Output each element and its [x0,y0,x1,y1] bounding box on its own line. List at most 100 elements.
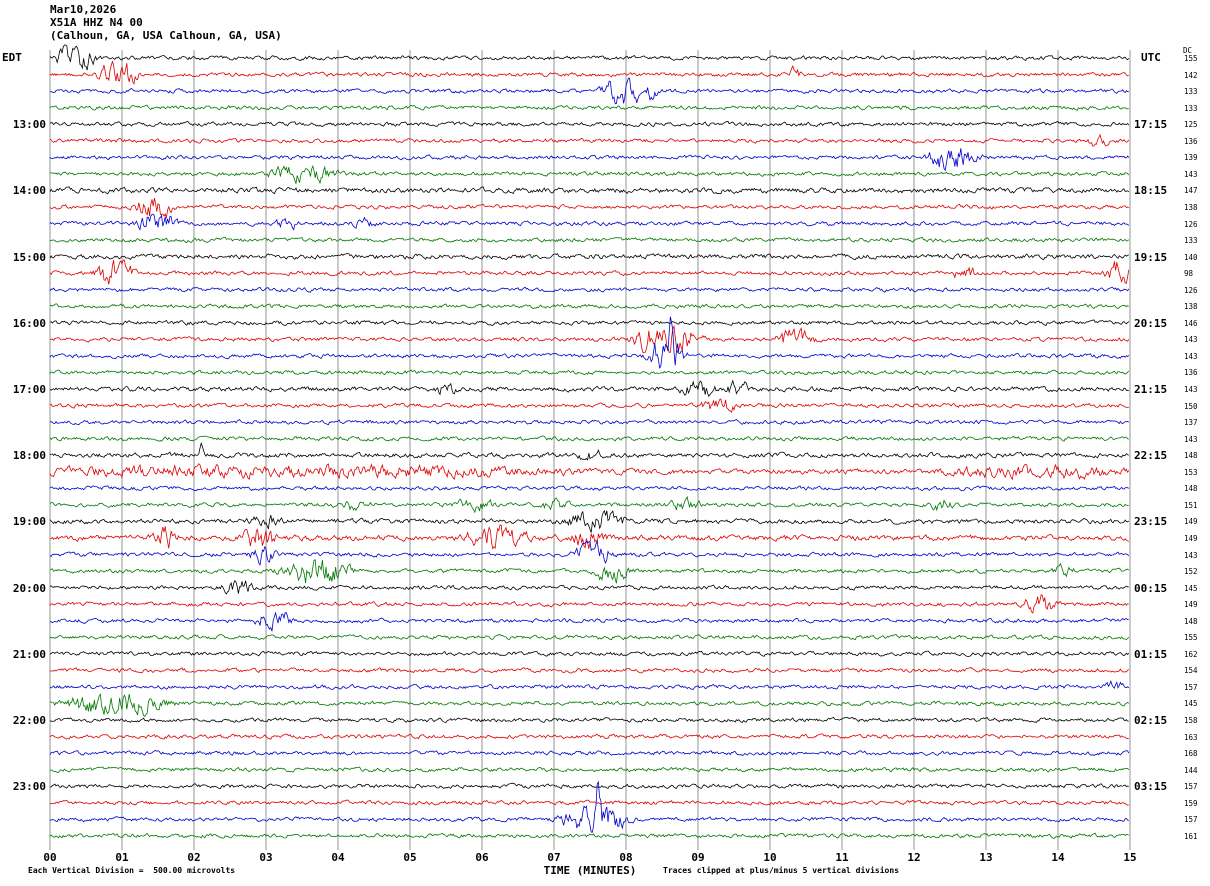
dc-value-row-38: 157 [1184,682,1198,692]
seismogram-trace-row-34 [49,611,1129,632]
title-block: Mar10,2026 X51A HHZ N4 00 (Calhoun, GA, … [50,3,282,42]
seismogram-trace-row-18 [49,316,1130,369]
seismogram-trace-row-23 [49,435,1129,442]
x-tick-label-09: 09 [691,851,705,864]
seismogram-trace-row-16 [49,319,1130,327]
seismogram-trace-row-13 [49,259,1130,285]
x-tick-label-01: 01 [115,851,129,864]
dc-value-row-21: 150 [1184,401,1198,411]
dc-value-row-43: 144 [1184,765,1198,775]
seismogram-trace-row-1 [49,60,1129,86]
dc-value-row-1: 142 [1184,70,1198,80]
seismogram-trace-row-21 [49,398,1129,414]
dc-value-row-25: 153 [1184,467,1198,477]
dc-value-row-40: 158 [1184,716,1198,725]
right-timezone-label: UTC [1141,51,1161,64]
dc-value-row-5: 136 [1184,136,1198,146]
dc-value-row-29: 149 [1184,533,1198,543]
right-hour-label-2015: 20:15 [1134,316,1168,330]
x-tick-label-03: 03 [259,851,273,864]
x-tick-label-12: 12 [907,851,921,864]
x-tick-label-14: 14 [1051,851,1065,864]
seismogram-trace-row-11 [49,236,1130,243]
dc-value-row-36: 162 [1184,649,1198,659]
seismogram-trace-row-40 [49,716,1129,723]
dc-value-row-44: 157 [1184,782,1198,792]
x-tick-label-08: 08 [619,851,633,864]
x-tick-label-10: 10 [763,851,777,864]
dc-value-row-27: 151 [1184,500,1198,510]
right-hour-label-0215: 02:15 [1134,714,1168,727]
seismogram-trace-row-5 [49,133,1130,147]
dc-value-row-45: 159 [1184,798,1198,808]
dc-value-row-2: 133 [1184,87,1198,97]
seismogram-trace-row-36 [49,650,1130,657]
dc-value-row-17: 143 [1184,335,1198,345]
seismogram-trace-row-35 [49,634,1130,641]
dc-value-row-14: 126 [1184,285,1198,295]
seismogram-trace-row-0 [49,44,1130,71]
dc-value-row-35: 155 [1184,633,1198,643]
dc-value-row-13: 98 [1184,269,1194,279]
dc-value-row-34: 148 [1184,616,1198,626]
x-tick-label-11: 11 [835,851,849,864]
right-hour-label-2215: 22:15 [1134,449,1168,463]
seismogram-trace-row-14 [49,286,1130,293]
dc-value-row-15: 138 [1184,302,1198,312]
left-hour-label-1600: 16:00 [12,316,46,330]
title-date: Mar10,2026 [50,3,117,16]
x-tick-label-04: 04 [331,851,345,864]
x-tick-label-02: 02 [187,851,201,864]
seismogram-trace-row-6 [49,148,1130,172]
seismogram-trace-row-43 [49,766,1130,773]
dc-column-header: DC [1183,46,1193,55]
title-location: (Calhoun, GA, USA Calhoun, GA, USA) [50,29,282,42]
seismogram-trace-row-8 [49,186,1130,195]
dc-value-row-26: 148 [1184,484,1198,494]
scale-note: Each Vertical Division = 500.00 microvol… [28,866,236,875]
left-hour-label-1800: 18:00 [12,449,46,463]
dc-value-row-10: 126 [1184,219,1198,229]
left-hour-label-1700: 17:00 [12,383,46,396]
dc-value-row-41: 163 [1184,732,1198,742]
seismogram-trace-row-47 [49,832,1129,839]
seismogram-trace-row-42 [49,749,1130,757]
seismogram-trace-row-10 [49,213,1130,231]
left-hour-label-2100: 21:00 [12,647,46,661]
seismogram-trace-row-17 [49,324,1130,354]
dc-value-row-11: 133 [1184,236,1198,246]
dc-value-row-31: 152 [1184,567,1198,577]
right-hour-label-1915: 19:15 [1134,250,1168,264]
seismogram-trace-row-25 [49,463,1130,481]
left-hour-label-1900: 19:00 [12,515,46,529]
left-hour-label-2000: 20:00 [12,581,46,595]
dc-value-row-23: 143 [1184,434,1198,444]
dc-value-row-9: 138 [1184,202,1198,212]
dc-value-row-33: 149 [1184,600,1198,610]
dc-value-row-7: 143 [1184,169,1198,179]
right-hour-label-0115: 01:15 [1134,647,1168,661]
title-station: X51A HHZ N4 00 [50,16,143,29]
x-tick-label-07: 07 [547,851,561,864]
dc-value-row-28: 149 [1184,517,1198,527]
dc-value-row-3: 133 [1184,103,1198,113]
dc-value-row-46: 157 [1184,815,1198,825]
left-hour-label-1400: 14:00 [12,184,46,198]
seismogram-trace-row-30 [49,540,1130,567]
dc-value-row-4: 125 [1184,120,1198,130]
dc-value-row-19: 136 [1184,368,1198,378]
seismogram-trace-row-12 [49,252,1130,261]
seismogram-trace-row-31 [49,559,1130,584]
x-tick-label-05: 05 [403,851,417,864]
dc-value-row-22: 137 [1184,418,1198,428]
seismogram-trace-row-33 [49,594,1129,614]
dc-value-row-18: 143 [1184,351,1198,361]
seismogram-trace-row-24 [49,441,1129,461]
left-timezone-label: EDT [2,51,22,64]
seismogram-trace-row-26 [49,485,1130,492]
seismogram-trace-row-2 [49,77,1129,105]
seismogram-trace-row-20 [49,379,1129,398]
seismogram-trace-row-46 [49,780,1129,833]
dc-value-row-16: 146 [1184,318,1198,328]
dc-value-row-32: 145 [1184,583,1198,593]
